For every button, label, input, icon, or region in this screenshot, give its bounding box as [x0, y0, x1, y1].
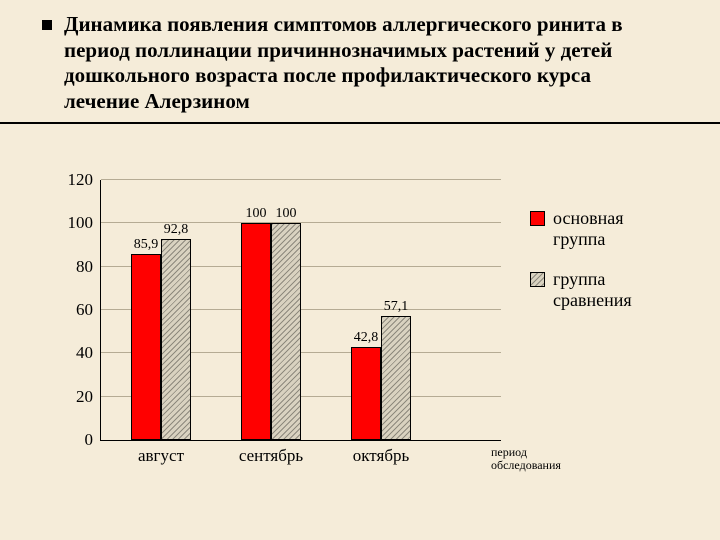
bar-compare: 100	[271, 223, 301, 440]
plot-area: 02040608010012085,992,8август100100сентя…	[100, 180, 501, 441]
bar-chart: 02040608010012085,992,8август100100сентя…	[40, 180, 680, 510]
bar-value-label: 85,9	[134, 237, 159, 255]
y-tick-label: 20	[76, 387, 101, 407]
legend-label: основная группа	[553, 208, 680, 249]
x-tick-label: август	[138, 440, 184, 466]
legend-item-main: основная группа	[530, 208, 680, 249]
bar-value-label: 92,8	[164, 222, 189, 240]
legend-swatch	[530, 211, 545, 226]
bar-compare: 92,8	[161, 239, 191, 440]
legend-item-compare: группа сравнения	[530, 269, 680, 310]
y-tick-label: 100	[68, 213, 102, 233]
y-tick-label: 0	[85, 430, 102, 450]
y-tick-label: 80	[76, 257, 101, 277]
legend-label: группа сравнения	[553, 269, 680, 310]
bar-value-label: 42,8	[354, 330, 379, 348]
y-tick-label: 120	[68, 170, 102, 190]
legend: основная группа группа сравнения	[530, 208, 680, 331]
bar-compare: 57,1	[381, 316, 411, 440]
x-tick-label: октябрь	[353, 440, 409, 466]
grid-line	[101, 179, 501, 180]
legend-swatch	[530, 272, 545, 287]
y-tick-label: 60	[76, 300, 101, 320]
x-axis-caption: период обследования	[491, 446, 561, 472]
title-underline	[0, 122, 720, 124]
slide-title: Динамика появления симптомов аллергическ…	[64, 12, 664, 114]
bar-value-label: 100	[246, 206, 267, 224]
bar-main: 100	[241, 223, 271, 440]
title-bullet	[42, 20, 52, 30]
bar-value-label: 100	[276, 206, 297, 224]
bar-value-label: 57,1	[384, 299, 409, 317]
bar-main: 42,8	[351, 347, 381, 440]
grid-line	[101, 222, 501, 223]
y-tick-label: 40	[76, 343, 101, 363]
x-tick-label: сентябрь	[239, 440, 303, 466]
slide: Динамика появления симптомов аллергическ…	[0, 0, 720, 540]
bar-main: 85,9	[131, 254, 161, 440]
